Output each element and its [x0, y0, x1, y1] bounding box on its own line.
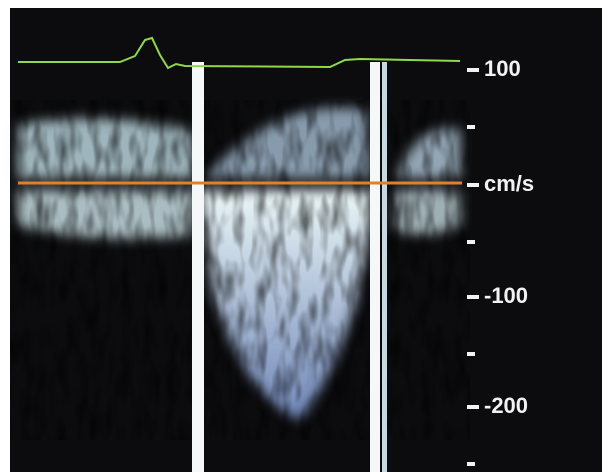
minor-tick: [467, 240, 475, 244]
scale-label: -200: [484, 393, 528, 418]
doppler-image: 100 cm/s -100 -200: [0, 0, 608, 472]
scale-label: 100: [484, 56, 521, 81]
artifact-line: [192, 62, 204, 472]
major-tick: [467, 295, 479, 299]
major-tick: [467, 68, 479, 72]
scale-label: -100: [484, 283, 528, 308]
major-tick: [467, 183, 479, 187]
doppler-display: 100 cm/s -100 -200: [0, 0, 608, 472]
scale-label: cm/s: [484, 171, 534, 196]
major-tick: [467, 405, 479, 409]
speckle: [10, 100, 470, 440]
artifact-line: [382, 62, 387, 472]
minor-tick: [467, 125, 475, 129]
artifact-line: [370, 62, 380, 472]
minor-tick: [467, 352, 475, 356]
minor-tick: [467, 462, 475, 466]
